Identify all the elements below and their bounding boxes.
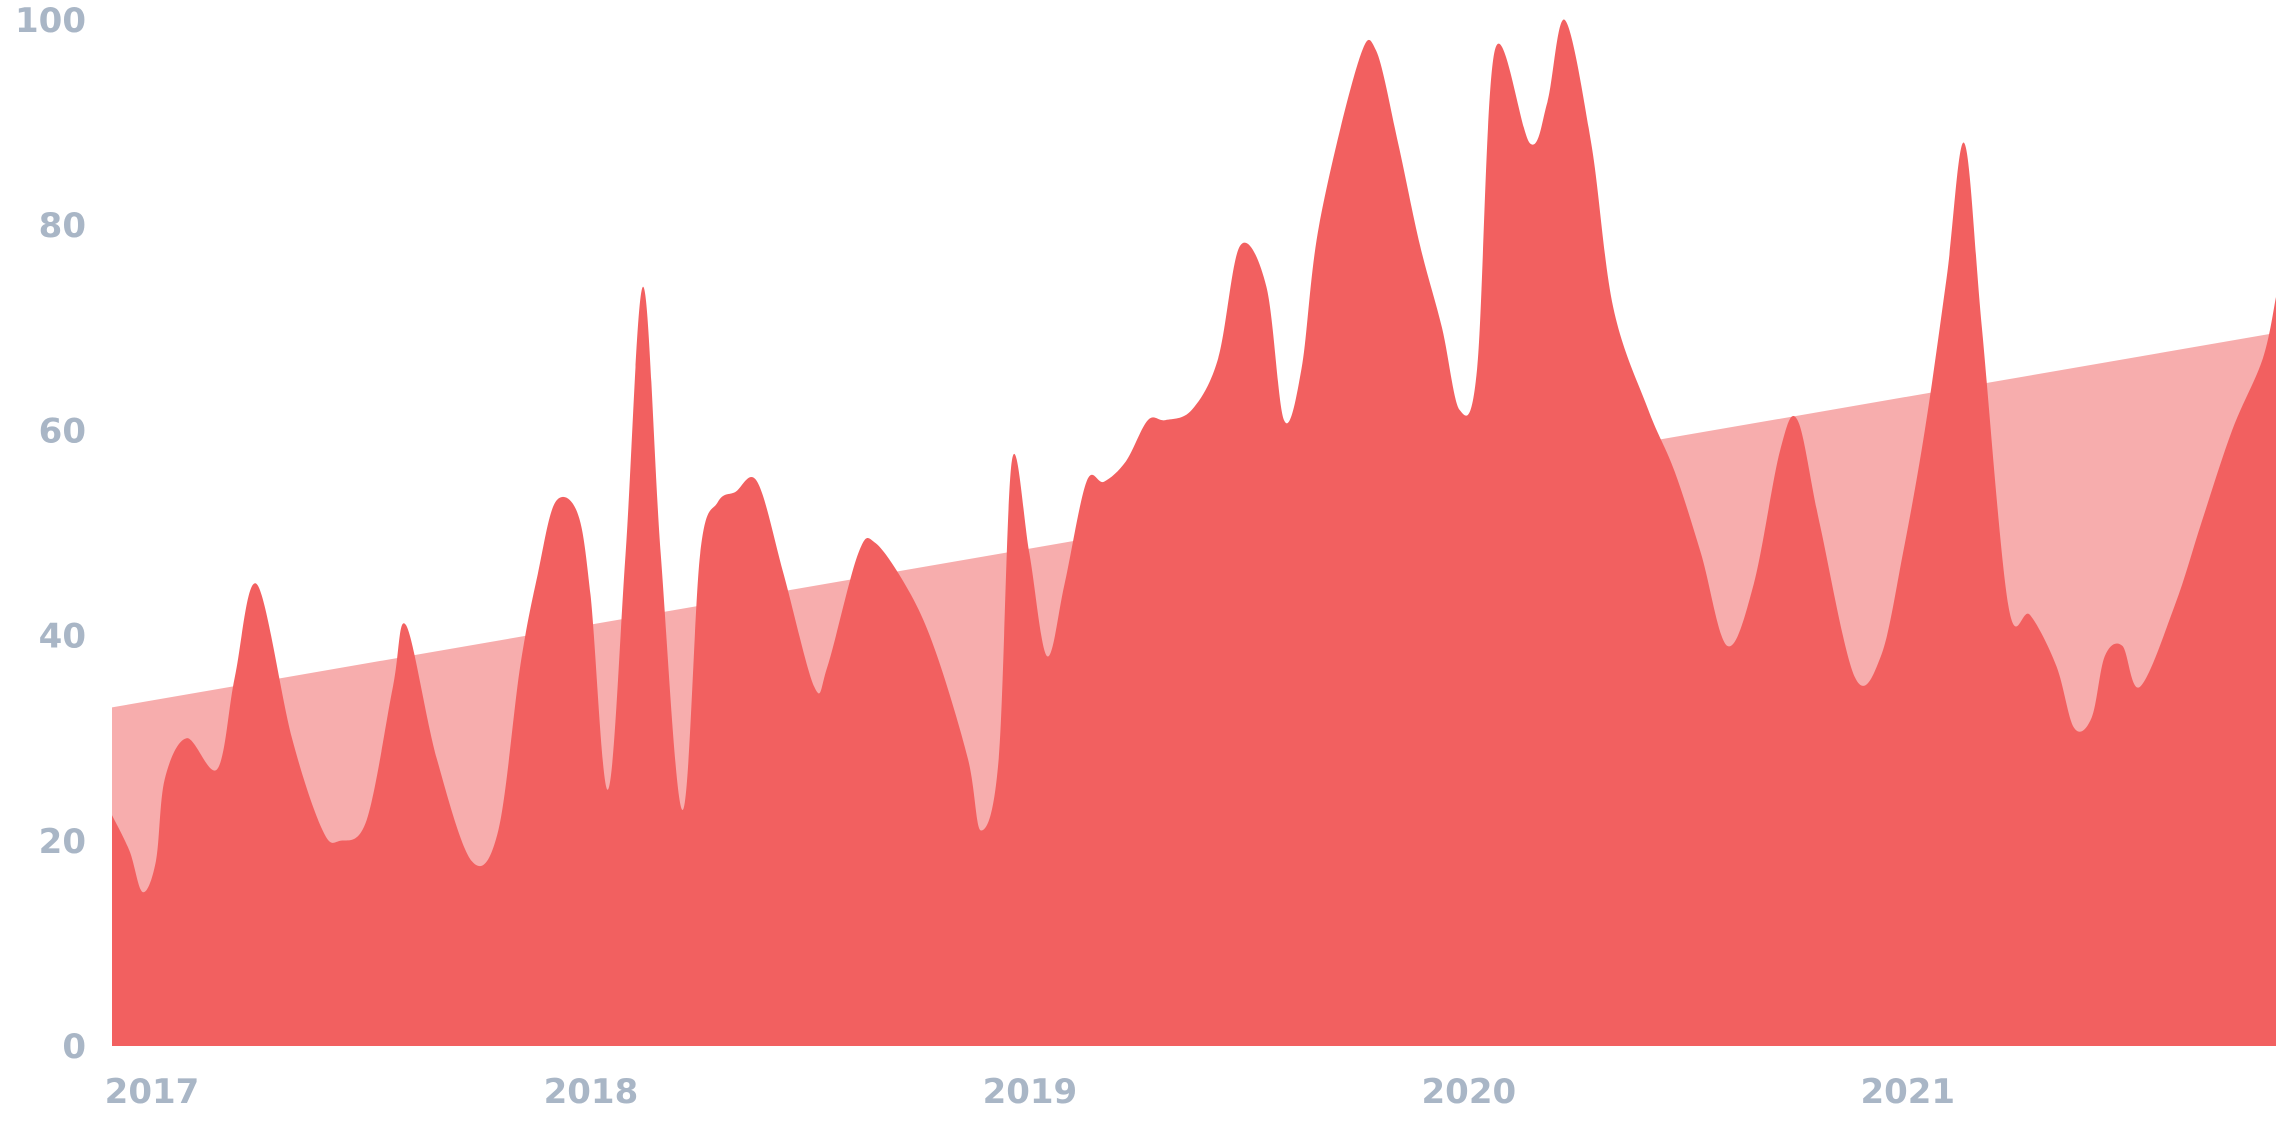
chart-areas [112,19,2276,1047]
x-tick-label: 2020 [1422,1072,1517,1112]
value-area [112,19,2276,1047]
x-tick-label: 2018 [544,1072,639,1112]
x-tick-label: 2017 [105,1072,200,1112]
y-axis-tick-labels: 0 20 40 60 80 100 [15,1,86,1067]
y-tick-label: 40 [39,617,86,657]
x-tick-label: 2019 [983,1072,1078,1112]
x-tick-label: 2021 [1860,1072,1955,1112]
y-tick-label: 0 [62,1027,86,1067]
y-tick-label: 100 [15,1,86,41]
y-tick-label: 60 [39,411,86,451]
y-tick-label: 20 [39,822,86,862]
y-tick-label: 80 [39,206,86,246]
x-axis-tick-labels: 2017 2018 2019 2020 2021 [105,1072,1955,1112]
